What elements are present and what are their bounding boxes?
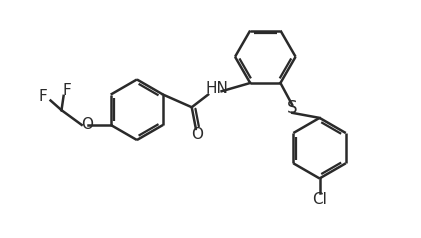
Text: Cl: Cl: [312, 192, 327, 207]
Text: S: S: [287, 99, 298, 117]
Text: HN: HN: [205, 81, 228, 96]
Text: O: O: [81, 117, 93, 132]
Text: F: F: [62, 83, 71, 98]
Text: O: O: [191, 128, 203, 143]
Text: F: F: [39, 89, 48, 104]
